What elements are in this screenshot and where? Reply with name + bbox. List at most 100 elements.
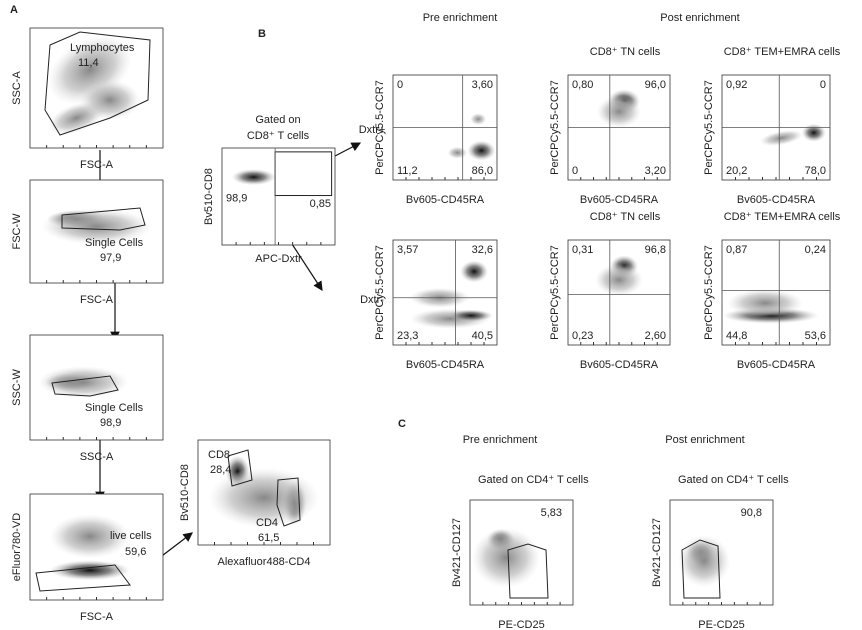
gate bbox=[51, 375, 119, 397]
quadrant-value: 32,6 bbox=[472, 244, 493, 256]
y-axis-label: eFluor780-VD bbox=[11, 513, 23, 582]
y-axis-label: PerCPCy5.5-CCR7 bbox=[374, 80, 386, 175]
quadrant-value: 20,2 bbox=[726, 165, 747, 177]
gate bbox=[227, 449, 301, 527]
x-axis-label: Bv605-CD45RA bbox=[737, 194, 816, 206]
quadrant-value: 78,0 bbox=[805, 165, 826, 177]
row-label: Dxtr- bbox=[360, 294, 384, 306]
density bbox=[460, 260, 489, 283]
gate-value: 5,83 bbox=[541, 507, 562, 519]
gate-value: 11,4 bbox=[78, 57, 99, 69]
density bbox=[801, 123, 826, 142]
quadrant-value: 0,23 bbox=[572, 330, 593, 342]
row-label: Dxtr+ bbox=[359, 124, 386, 136]
x-axis-label: Bv605-CD45RA bbox=[580, 359, 659, 371]
y-axis-label: PerCPCy5.5-CCR7 bbox=[549, 80, 561, 175]
quadrant-value: 23,3 bbox=[397, 330, 418, 342]
x-axis-label: Bv605-CD45RA bbox=[580, 194, 659, 206]
column-header: Post enrichment bbox=[665, 434, 744, 446]
y-axis-label: Bv510-CD8 bbox=[179, 464, 191, 521]
quadrant-value: 3,20 bbox=[645, 165, 666, 177]
y-axis-label: Bv421-CD127 bbox=[651, 518, 663, 587]
plot-title: CD8⁺ TN cells bbox=[590, 211, 661, 223]
x-axis-label: FSC-A bbox=[80, 611, 114, 623]
density bbox=[449, 309, 493, 322]
density bbox=[595, 263, 643, 296]
density bbox=[38, 366, 129, 399]
y-axis-label: Bv421-CD127 bbox=[451, 518, 463, 587]
density bbox=[209, 467, 319, 528]
density bbox=[79, 80, 140, 120]
plot-title: Gated on CD4⁺ T cells bbox=[478, 474, 589, 486]
gate-name: Lymphocytes bbox=[70, 42, 135, 54]
gate-name: CD4 bbox=[256, 517, 278, 529]
panel-label: A bbox=[10, 4, 18, 16]
gate bbox=[507, 543, 549, 599]
y-axis-label: PerCPCy5.5-CCR7 bbox=[703, 245, 715, 340]
gating-title: Gated on bbox=[255, 114, 300, 126]
plot-title: CD8⁺ TN cells bbox=[590, 46, 661, 58]
y-axis-label: SSC-W bbox=[11, 369, 23, 406]
x-axis-label: Bv605-CD45RA bbox=[406, 359, 485, 371]
gate-value: 28,4 bbox=[210, 464, 231, 476]
density bbox=[759, 130, 804, 146]
gate bbox=[61, 207, 146, 231]
quadrant-value: 0 bbox=[397, 79, 403, 91]
gate-value: 59,6 bbox=[125, 546, 146, 558]
panel-label: B bbox=[258, 28, 266, 40]
quadrant-value: 0,92 bbox=[726, 79, 747, 91]
quadrant-value: 11,2 bbox=[397, 165, 418, 177]
density bbox=[447, 146, 468, 159]
quadrant-value: 86,0 bbox=[472, 165, 493, 177]
y-axis-label: SSC-A bbox=[11, 71, 23, 105]
density bbox=[472, 527, 541, 588]
y-axis-label: PerCPCy5.5-CCR7 bbox=[374, 245, 386, 340]
gate-value: 90,8 bbox=[741, 507, 762, 519]
quadrant-value: 0,80 bbox=[572, 79, 593, 91]
x-axis-label: FSC-A bbox=[80, 159, 114, 171]
x-axis-label: Alexafluor488-CD4 bbox=[218, 556, 311, 568]
plot-title: Gated on CD4⁺ T cells bbox=[678, 474, 789, 486]
gating-title: CD8⁺ T cells bbox=[247, 130, 310, 142]
gate-value: 98,9 bbox=[100, 417, 121, 429]
gate-value: 97,9 bbox=[100, 252, 121, 264]
quadrant-value: 0,31 bbox=[572, 244, 593, 256]
gate bbox=[681, 539, 721, 599]
density bbox=[49, 514, 130, 559]
quadrant-value: 40,5 bbox=[472, 330, 493, 342]
gate-value: 61,5 bbox=[258, 532, 279, 544]
density bbox=[677, 534, 730, 587]
x-axis-label: SSC-A bbox=[80, 451, 114, 463]
x-axis-label: Bv605-CD45RA bbox=[737, 359, 816, 371]
x-axis-label: Bv605-CD45RA bbox=[406, 194, 485, 206]
column-header: Pre enrichment bbox=[463, 434, 538, 446]
quadrant-value: 0,87 bbox=[726, 244, 747, 256]
quadrant-value: 0,24 bbox=[805, 244, 826, 256]
gate-name: live cells bbox=[110, 530, 152, 542]
y-axis-label: FSC-W bbox=[11, 213, 23, 250]
density bbox=[597, 95, 641, 128]
column-header: Pre enrichment bbox=[423, 12, 498, 24]
y-axis-label: Bv510-CD8 bbox=[203, 168, 215, 225]
x-axis-label: FSC-A bbox=[80, 294, 114, 306]
quadrant-value: 2,60 bbox=[645, 330, 666, 342]
gate bbox=[35, 564, 131, 592]
density bbox=[727, 289, 804, 317]
x-axis-label: APC-Dxtr bbox=[255, 253, 302, 265]
y-axis-label: PerCPCy5.5-CCR7 bbox=[703, 80, 715, 175]
gate-name: CD8 bbox=[208, 449, 230, 461]
quadrant-value: 3,60 bbox=[472, 79, 493, 91]
density bbox=[41, 208, 152, 245]
gate-value: 98,9 bbox=[226, 192, 247, 204]
quadrant-value: 0 bbox=[820, 79, 826, 91]
density bbox=[467, 140, 496, 161]
gate bbox=[44, 31, 151, 136]
quadrant-value: 53,6 bbox=[805, 330, 826, 342]
gate-value: 0,85 bbox=[310, 198, 331, 210]
quadrant-value: 0 bbox=[572, 165, 578, 177]
quadrant-value: 44,8 bbox=[726, 330, 747, 342]
column-header: Post enrichment bbox=[660, 12, 739, 24]
gate-name: Single Cells bbox=[85, 237, 144, 249]
y-axis-label: PerCPCy5.5-CCR7 bbox=[549, 245, 561, 340]
